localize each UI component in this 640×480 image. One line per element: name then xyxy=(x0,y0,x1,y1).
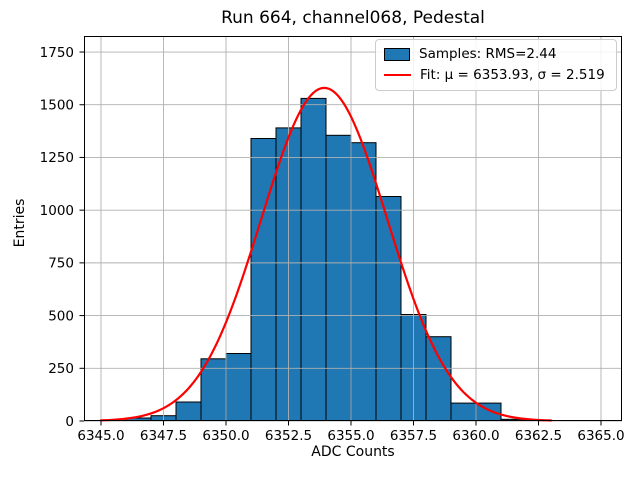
x-tick-label: 6357.5 xyxy=(390,428,437,444)
y-tick-label: 0 xyxy=(65,414,74,430)
x-tick-label: 6345.0 xyxy=(77,428,124,444)
y-tick-label: 500 xyxy=(48,308,74,324)
gaussian-fit-curve xyxy=(99,86,553,422)
x-tick-label: 6360.0 xyxy=(452,428,499,444)
histogram-swatch-icon xyxy=(384,47,410,61)
fit-line-swatch-icon xyxy=(384,74,411,76)
axes-spines xyxy=(84,36,622,421)
y-tick-label: 750 xyxy=(48,256,74,272)
x-tick-label: 6365.0 xyxy=(577,428,624,444)
histogram-bar xyxy=(225,353,252,422)
x-tick-label: 6355.0 xyxy=(327,428,374,444)
chart-title: Run 664, channel068, Pedestal xyxy=(221,8,485,28)
x-tick-label: 6362.5 xyxy=(515,428,562,444)
y-tick-label: 1000 xyxy=(40,203,74,219)
x-tick-label: 6352.5 xyxy=(265,428,312,444)
histogram-bar xyxy=(325,134,352,422)
x-axis-label: ADC Counts xyxy=(311,444,395,460)
histogram-bar xyxy=(175,401,202,422)
legend-item-fit: Fit: μ = 6353.93, σ = 2.519 xyxy=(384,67,608,83)
histogram-bar xyxy=(350,142,377,422)
legend-item-samples: Samples: RMS=2.44 xyxy=(384,46,608,62)
x-tick-label: 6347.5 xyxy=(140,428,187,444)
histogram-bar xyxy=(200,358,227,422)
y-tick-label: 250 xyxy=(48,361,74,377)
y-tick-label: 1750 xyxy=(40,45,74,61)
histogram-bar xyxy=(450,402,477,422)
legend-samples-label: Samples: RMS=2.44 xyxy=(419,46,557,62)
histogram-bar xyxy=(300,97,327,422)
histogram-bar xyxy=(375,196,402,422)
y-tick-label: 1250 xyxy=(40,150,74,166)
y-tick-label: 1500 xyxy=(40,98,74,114)
x-tick-label: 6350.0 xyxy=(202,428,249,444)
histogram-bar xyxy=(425,336,452,422)
legend: Samples: RMS=2.44 Fit: μ = 6353.93, σ = … xyxy=(375,39,617,91)
legend-fit-label: Fit: μ = 6353.93, σ = 2.519 xyxy=(420,67,605,83)
